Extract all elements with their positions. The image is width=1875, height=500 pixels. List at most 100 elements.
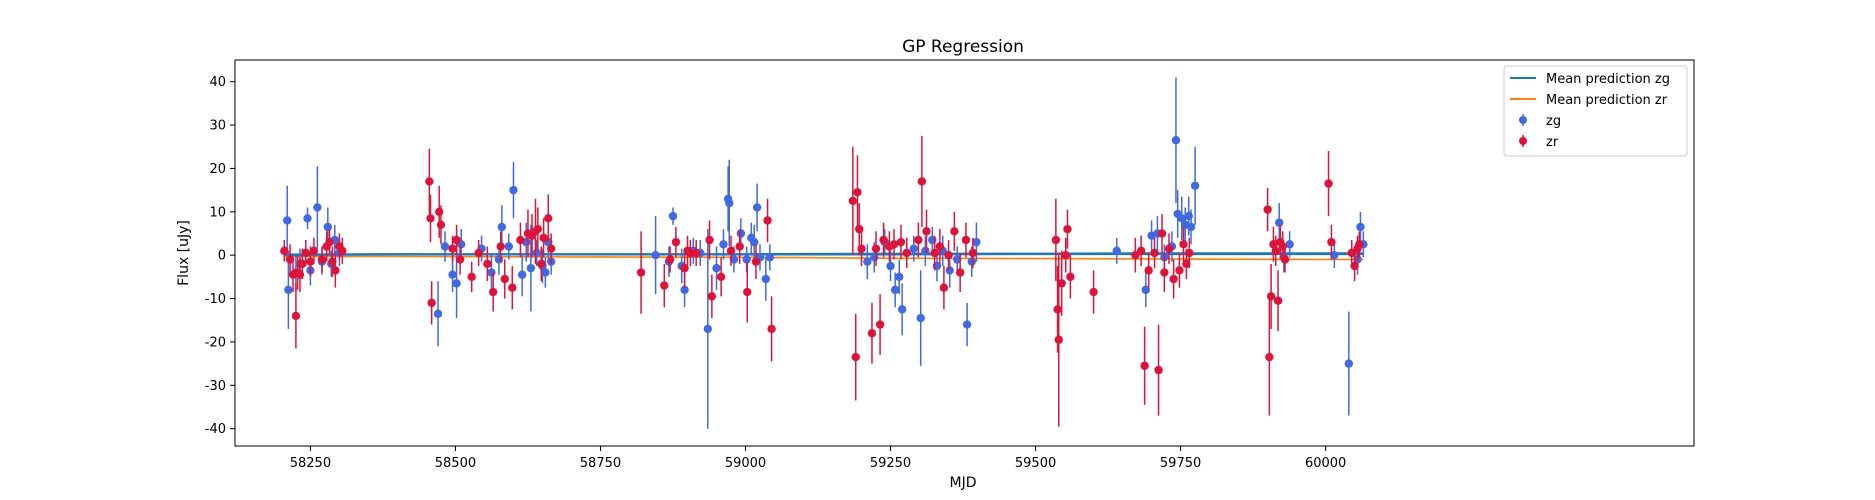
zr-marker <box>325 237 334 247</box>
zr-marker <box>298 259 307 269</box>
zg-data-point <box>1177 196 1186 240</box>
zg-marker <box>1356 222 1365 232</box>
zg-data-point <box>1330 242 1339 269</box>
zr-marker <box>508 283 517 292</box>
zr-data-point <box>1063 209 1072 249</box>
zg-marker <box>517 270 527 279</box>
zr-marker <box>939 283 949 292</box>
zr-marker <box>436 220 446 230</box>
zr-marker <box>922 227 931 236</box>
y-tick-label: 40 <box>209 75 226 90</box>
zr-marker <box>955 268 965 277</box>
zr-marker <box>426 214 435 223</box>
zg-marker <box>283 216 292 225</box>
zr-marker <box>328 257 337 266</box>
zr-marker <box>853 188 862 197</box>
zr-data-point <box>1350 250 1359 282</box>
zr-marker <box>544 214 553 223</box>
zr-data-point <box>871 231 881 267</box>
zr-data-point <box>1157 213 1167 253</box>
zr-data-point <box>488 272 498 312</box>
zr-marker <box>851 352 860 362</box>
legend-swatch-zg-marker <box>1519 116 1527 124</box>
zr-marker <box>1327 237 1336 247</box>
zr-data-point <box>1280 246 1290 273</box>
zg-data-point <box>433 281 443 347</box>
zr-data-point <box>331 253 340 288</box>
zr-data-point <box>705 220 714 260</box>
zr-marker <box>291 311 301 321</box>
x-tick-label: 59750 <box>1160 456 1201 471</box>
zg-marker <box>742 255 751 264</box>
zr-data-point <box>1150 237 1159 269</box>
zr-marker <box>735 242 744 251</box>
zr-series <box>280 135 1364 427</box>
zg-data-point <box>886 250 895 282</box>
zr-marker <box>848 196 858 206</box>
zr-marker <box>671 237 681 247</box>
zg-marker <box>962 320 972 329</box>
zg-marker <box>448 270 457 279</box>
zr-marker <box>665 255 675 264</box>
zg-data-point <box>448 257 457 293</box>
y-tick-label: 0 <box>218 249 226 264</box>
zg-marker <box>870 253 879 262</box>
zr-marker <box>1089 287 1098 297</box>
zr-marker <box>1136 246 1146 256</box>
zr-marker <box>1051 235 1061 245</box>
zr-marker <box>660 281 669 290</box>
zr-marker <box>537 259 546 269</box>
zr-marker <box>546 244 556 253</box>
zr-marker <box>751 257 761 266</box>
zg-data-point <box>712 246 721 290</box>
zg-marker <box>916 313 925 323</box>
zr-marker <box>1150 248 1159 258</box>
zr-marker <box>435 207 444 216</box>
zr-marker <box>1271 246 1280 256</box>
zr-marker <box>338 246 347 256</box>
zg-marker <box>719 240 728 249</box>
chart-title: GP Regression <box>902 37 1024 57</box>
y-tick-label: -30 <box>205 379 226 394</box>
zr-data-point <box>537 246 546 282</box>
zg-data-point <box>1275 203 1284 243</box>
zg-data-point <box>725 159 734 247</box>
x-tick-label: 58500 <box>435 456 476 471</box>
zr-marker <box>705 235 714 245</box>
plot-area <box>280 77 1368 429</box>
zr-data-point <box>665 246 675 273</box>
zr-marker <box>1273 296 1283 305</box>
legend-label-zg: zg <box>1546 114 1561 129</box>
zg-data-point <box>1141 272 1150 308</box>
zg-marker <box>729 255 739 264</box>
zr-marker <box>474 248 483 258</box>
zg-marker <box>765 253 775 262</box>
zg-data-point <box>509 161 518 219</box>
zg-data-point <box>1285 231 1294 258</box>
zr-data-point <box>707 274 717 319</box>
legend-label-zr-line: Mean prediction zr <box>1546 93 1668 108</box>
zr-marker <box>1347 248 1356 258</box>
zr-marker <box>763 216 772 225</box>
zg-marker <box>1344 359 1354 368</box>
zg-marker <box>651 250 660 260</box>
zr-marker <box>1266 292 1276 301</box>
zr-marker <box>1057 279 1066 288</box>
y-tick-label: 10 <box>209 205 226 220</box>
zr-data-point <box>879 222 888 258</box>
zg-marker <box>890 285 900 295</box>
zr-data-point <box>922 209 931 253</box>
zr-data-point <box>508 266 517 310</box>
zg-data-point <box>1344 311 1354 416</box>
zr-data-point <box>455 244 465 275</box>
zg-marker <box>494 255 504 264</box>
zg-marker <box>895 272 904 282</box>
zr-data-point <box>1140 326 1149 405</box>
zr-marker <box>930 248 939 258</box>
x-axis: 58250 58500 58750 59000 59250 59500 59750 60000 <box>290 446 1346 471</box>
zr-data-point <box>338 237 347 264</box>
zg-marker <box>440 242 450 251</box>
zg-data-point <box>532 239 541 267</box>
zr-data-point <box>735 229 744 264</box>
